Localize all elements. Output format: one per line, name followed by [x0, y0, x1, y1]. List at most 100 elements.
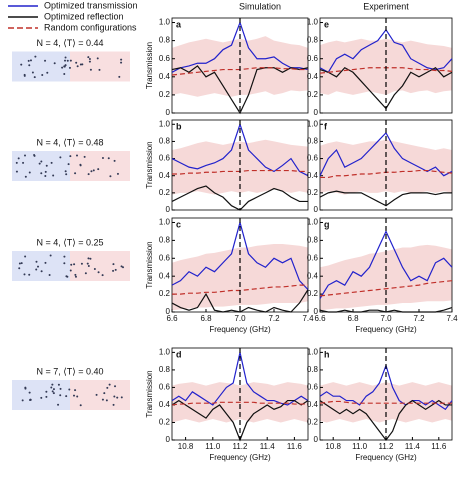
series-line [171, 401, 308, 406]
sample-right [70, 51, 130, 82]
scatterer [45, 395, 48, 398]
y-tick-label: 0.2 [159, 90, 171, 99]
scatterer [61, 66, 64, 69]
y-tick-label: 0.4 [159, 400, 171, 409]
panel-label: c [176, 219, 181, 229]
scatterer [87, 56, 90, 59]
x-tick-label: 11.0 [352, 442, 368, 451]
scatterer [84, 272, 87, 275]
scatterer [64, 64, 67, 67]
y-tick-label: 0.2 [159, 289, 171, 298]
panel-label: d [176, 349, 182, 359]
scatterer [88, 57, 91, 60]
scatterer [76, 65, 79, 68]
scatterer [24, 175, 27, 178]
x-tick-label: 6.6 [314, 314, 326, 323]
scatterer [46, 71, 49, 74]
scatterer [109, 175, 112, 178]
scatterer [79, 404, 82, 407]
range-band [320, 139, 452, 195]
y-tick-label: 0.2 [307, 188, 319, 197]
y-axis-label: Transmission [145, 370, 154, 417]
y-tick-label: 0.2 [307, 289, 319, 298]
scatterer [74, 275, 77, 278]
scatterer [50, 161, 53, 164]
range-band [320, 382, 452, 423]
scatterer [57, 383, 60, 386]
y-tick-label: 0.6 [159, 154, 171, 163]
scatterer [44, 261, 47, 264]
scatterer [63, 65, 66, 68]
y-tick-label: 0.2 [159, 188, 171, 197]
scatterer [108, 383, 111, 386]
scatterer [52, 388, 55, 391]
scatterer [75, 61, 78, 64]
scatterer [31, 71, 34, 74]
y-tick-label: 0.4 [159, 271, 171, 280]
y-axis-label: Transmission [145, 241, 154, 288]
scatterer [52, 174, 55, 177]
x-tick-label: 7.2 [268, 314, 280, 323]
y-tick-label: 0.8 [159, 36, 171, 45]
sample-right [70, 251, 130, 281]
scatterer [90, 170, 93, 173]
y-tick-label: 0.6 [307, 253, 319, 262]
scatterer [35, 268, 38, 271]
y-tick-label: 0 [166, 108, 171, 117]
scatterer [35, 260, 38, 263]
scatterer [96, 57, 99, 60]
scatterer [45, 390, 48, 393]
y-tick-label: 1.0 [159, 119, 171, 128]
y-tick-label: 1.0 [307, 119, 319, 128]
sample-label: N = 4, ⟨T⟩ = 0.25 [36, 237, 103, 247]
y-tick-label: 0.8 [307, 235, 319, 244]
scatterer [92, 169, 95, 172]
scatterer [101, 157, 104, 160]
y-tick-label: 0 [314, 435, 319, 444]
scatterer [65, 173, 68, 176]
x-tick-label: 6.8 [347, 314, 359, 323]
scatterer [40, 396, 43, 399]
scatterer [28, 171, 31, 174]
x-tick-label: 7.0 [234, 314, 246, 323]
scatterer [87, 264, 90, 267]
scatterer [67, 163, 70, 166]
y-tick-label: 0.6 [159, 383, 171, 392]
y-tick-label: 0.6 [307, 383, 319, 392]
y-tick-label: 0.8 [159, 137, 171, 146]
y-tick-label: 0.4 [307, 271, 319, 280]
x-tick-label: 11.6 [431, 442, 447, 451]
scatterer [59, 394, 62, 397]
series-line [171, 65, 309, 115]
scatterer [70, 263, 73, 266]
scatterer [79, 164, 82, 167]
y-tick-label: 0.2 [307, 418, 319, 427]
scatterer [74, 172, 77, 175]
x-axis-label: Frequency (GHz) [209, 453, 271, 462]
scatterer [64, 170, 67, 173]
scatterer [20, 63, 23, 66]
y-tick-label: 0.2 [307, 90, 319, 99]
y-tick-label: 0.6 [307, 154, 319, 163]
scatterer [23, 273, 26, 276]
legend-label: Random configurations [44, 22, 137, 32]
panel-label: b [176, 121, 182, 131]
scatterer [44, 175, 47, 178]
legend-label: Optimized reflection [44, 11, 124, 21]
scatterer [51, 383, 54, 386]
scatterer [81, 63, 84, 66]
scatterer [69, 155, 72, 158]
scatterer [101, 274, 104, 277]
scatterer [51, 390, 54, 393]
y-tick-label: 0.8 [159, 365, 171, 374]
scatterer [33, 76, 36, 79]
scatterer [37, 265, 40, 268]
scatterer [33, 154, 36, 157]
scatterer [40, 160, 43, 163]
scatterer [52, 392, 55, 395]
scatterer [17, 157, 20, 160]
scatterer [120, 58, 123, 61]
scatterer [120, 396, 123, 399]
scatterer [18, 262, 21, 265]
scatterer [63, 262, 66, 265]
